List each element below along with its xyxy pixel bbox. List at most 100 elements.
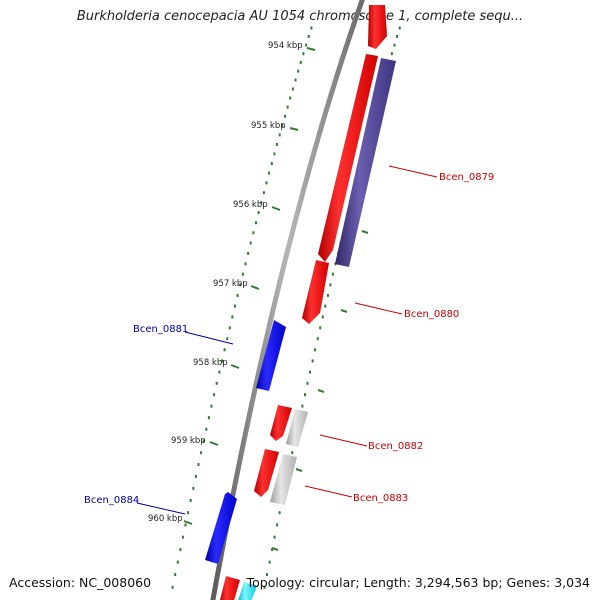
gene-label-bcen-0881[interactable]: Bcen_0881 [133, 324, 188, 335]
ruler-dot [200, 451, 203, 455]
kbp-label: 959 kbp [171, 436, 206, 446]
ruler-dot [398, 26, 401, 30]
ruler-dot [207, 416, 210, 420]
gene-bottom-red[interactable] [219, 576, 240, 600]
gene-bcen-0883-grey[interactable] [270, 454, 297, 505]
kbp-tick-956: 956 kbp [233, 200, 281, 211]
ruler-dot [244, 262, 247, 266]
ruler-dot [273, 152, 276, 156]
gene-bottom-cyan[interactable] [237, 582, 257, 600]
gene-label-bcen-0884[interactable]: Bcen_0884 [84, 495, 139, 506]
ruler-dot [286, 105, 289, 109]
ruler-dot [223, 348, 226, 352]
ruler-dot [291, 87, 294, 91]
kbp-label: 955 kbp [251, 121, 286, 131]
ruler-dot [262, 191, 265, 195]
kbp-tick-960: 960 kbp [148, 514, 193, 525]
ruler-dot [241, 272, 244, 276]
gene-forward-top[interactable] [368, 5, 387, 49]
ruler-dot [310, 26, 313, 30]
ruler-dot [289, 96, 292, 100]
kbp-label: 958 kbp [193, 358, 228, 368]
ruler-dot [273, 535, 276, 539]
ruler-dot [197, 463, 200, 466]
ruler-dot [319, 326, 322, 330]
ruler-dot [304, 393, 306, 397]
ruler-dot [278, 511, 281, 515]
ruler-dot [179, 548, 182, 552]
ruler-dot [396, 35, 399, 38]
ruler-dot [231, 315, 234, 319]
ruler-dot [221, 359, 223, 363]
gene-bcen-0879-forward[interactable] [318, 54, 378, 262]
kbp-label: 956 kbp [233, 200, 268, 210]
ruler-dot [176, 560, 179, 564]
ruler-dot [271, 548, 274, 552]
gene-label-bcen-0882[interactable]: Bcen_0882 [368, 441, 423, 452]
ruler-dot [184, 523, 187, 527]
ruler-dot [281, 124, 284, 128]
ruler-dot [299, 60, 302, 64]
ruler-dot [276, 523, 279, 527]
ruler-dot [316, 337, 319, 341]
ruler-dot [309, 370, 311, 374]
ruler-dot [306, 381, 309, 385]
gene-label-bcen-0883[interactable]: Bcen_0883 [353, 493, 408, 504]
ruler-dot [301, 404, 304, 408]
ruler-dot [291, 451, 294, 455]
ruler-dot [329, 283, 332, 287]
ruler-dot [263, 585, 266, 589]
ruler-dot [266, 573, 268, 577]
kbp-tick-957: 957 kbp [213, 279, 260, 290]
kbp-tick-955: 955 kbp [251, 121, 299, 131]
gene-bcen-0880[interactable] [302, 260, 329, 324]
ruler-dot [314, 348, 317, 352]
gene-bcen-0882-red[interactable] [270, 405, 292, 441]
ruler-dot [257, 211, 260, 215]
ruler-dot [194, 474, 197, 478]
ruler-dot [265, 181, 268, 185]
ruler-dot [302, 52, 305, 56]
kbp-label: 957 kbp [213, 279, 248, 289]
gene-bcen-0882-grey[interactable] [286, 409, 308, 447]
ruler-dot [283, 114, 286, 118]
ruler-dot [189, 499, 192, 502]
ruler-dot [205, 427, 208, 431]
ruler-dot [236, 293, 239, 297]
gene-bcen-0884[interactable] [205, 492, 237, 564]
kbp-label: 954 kbp [268, 41, 303, 51]
gene-label-bcen-0880[interactable]: Bcen_0880 [404, 309, 459, 320]
chromosome-backbone [210, 0, 365, 600]
ruler-dot [215, 381, 218, 385]
ruler-dot [305, 43, 308, 47]
ruler-dot [307, 35, 310, 38]
gene-bcen-0883-red[interactable] [254, 449, 279, 497]
ruler-dot [228, 326, 231, 330]
ruler-dot [234, 304, 236, 308]
gene-bcen-0879-purple[interactable] [335, 58, 396, 267]
genome-summary-text: Topology: circular; Length: 3,294,563 bp… [246, 575, 590, 590]
kbp-tick-954: 954 kbp [268, 41, 316, 51]
ruler-dot [181, 535, 184, 539]
ruler-dot [324, 304, 327, 308]
ruler-dot [252, 231, 255, 235]
ruler-dot [268, 560, 271, 564]
ruler-dot [213, 393, 216, 397]
ruler-dot [202, 439, 205, 443]
ruler-dot [294, 78, 297, 82]
inner-ruler-ticks [271, 230, 369, 551]
ruler-dot [270, 162, 273, 165]
kbp-tick-959: 959 kbp [171, 436, 219, 446]
ruler-dot [239, 283, 242, 287]
ruler-dot [247, 251, 250, 255]
ruler-dot [171, 585, 174, 589]
ruler-dot [260, 201, 263, 205]
ruler-dot [268, 171, 271, 175]
gene-bcen-0881[interactable] [256, 320, 286, 391]
ruler-dot [326, 293, 329, 297]
ruler-dot [210, 404, 213, 408]
ruler-dot [276, 142, 278, 146]
gene-label-bcen-0879[interactable]: Bcen_0879 [439, 172, 494, 183]
